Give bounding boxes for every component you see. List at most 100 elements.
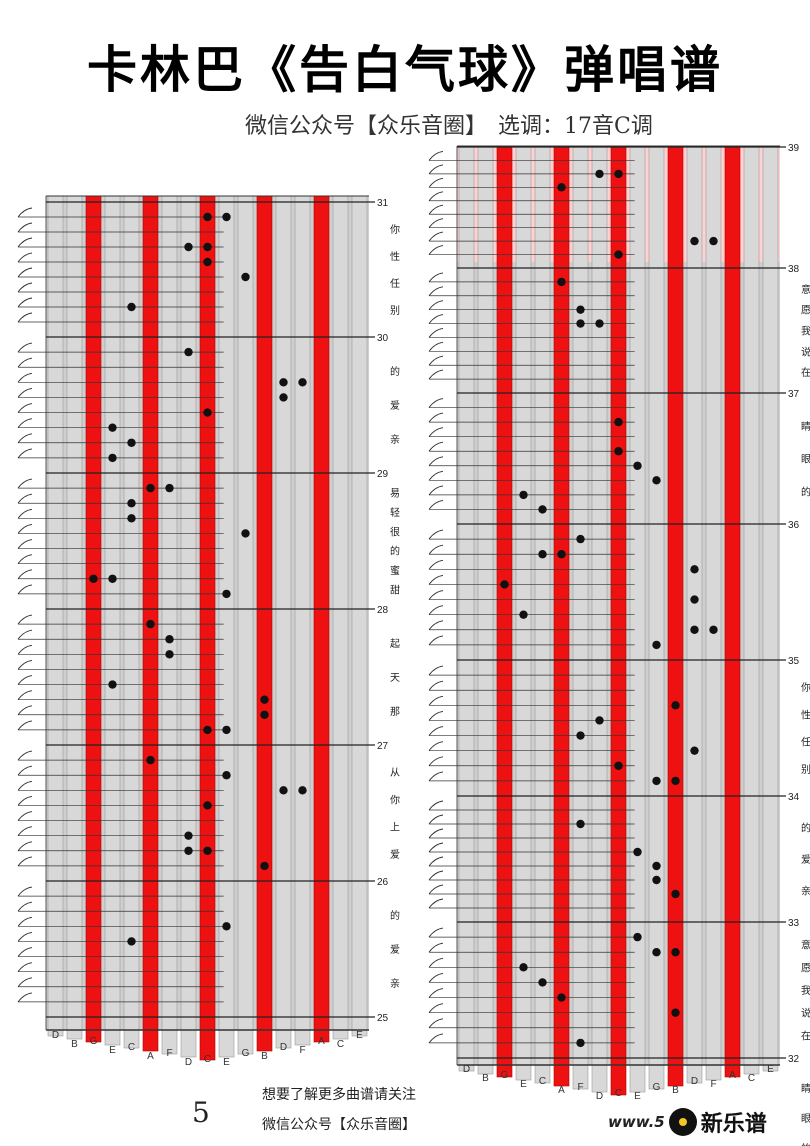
lyric-char: 我: [801, 326, 810, 338]
note-dot: [279, 378, 288, 387]
key-label-D: D: [596, 1091, 603, 1102]
note-flag: [17, 675, 33, 685]
key-label-D: D: [52, 1030, 59, 1041]
note-flag: [17, 720, 33, 731]
note-dot: [633, 461, 642, 470]
note-dot: [538, 978, 547, 987]
note-flag: [428, 245, 444, 255]
note-dot: [241, 272, 250, 282]
note-dot: [203, 242, 212, 252]
key-label-E: E: [223, 1057, 230, 1068]
tine-grey: [294, 195, 311, 1046]
lyric-char: 的: [801, 485, 810, 498]
key-label-G: G: [90, 1036, 98, 1047]
note-dot: [557, 993, 566, 1002]
note-dot: [690, 625, 699, 634]
tine-grey: [104, 195, 121, 1046]
lyric-char: 甜: [390, 584, 400, 597]
lyric-char: 的: [801, 822, 810, 835]
key-label-C: C: [539, 1076, 546, 1087]
tine-red: [667, 145, 684, 1087]
note-dot: [298, 378, 307, 387]
note-flag: [17, 705, 33, 716]
tine-grey: [629, 145, 646, 1093]
note-dot: [260, 710, 269, 719]
measure-number-36: 36: [788, 520, 800, 531]
tine-grey: [648, 145, 665, 1090]
note-dot: [222, 922, 231, 931]
note-flag: [428, 574, 444, 585]
note-flag: [428, 972, 444, 983]
measure-number-32: 32: [788, 1054, 800, 1065]
note-dot: [614, 250, 623, 259]
lyric-char: 上: [390, 822, 400, 834]
measure-number-34: 34: [788, 792, 800, 803]
note-flag: [428, 470, 444, 481]
note-flag: [17, 342, 33, 353]
note-flag: [428, 726, 444, 736]
site-url: www.5: [608, 1113, 665, 1131]
note-flag: [428, 665, 444, 676]
key-label-E: E: [109, 1045, 116, 1056]
note-flag: [428, 191, 444, 202]
lyric-char: 在: [801, 1030, 810, 1042]
lyric-char: 睛: [801, 421, 810, 433]
tine-grey: [66, 195, 83, 1040]
note-flag: [17, 856, 33, 867]
note-dot: [576, 305, 585, 314]
note-dot: [633, 847, 642, 857]
lyric-char: 那: [390, 706, 400, 718]
note-dot: [652, 476, 661, 485]
note-dot: [203, 725, 212, 735]
tine-grey: [180, 195, 197, 1058]
note-flag: [428, 441, 444, 452]
note-dot: [671, 889, 680, 899]
lyric-char: 任: [390, 277, 400, 290]
note-dot: [89, 574, 98, 583]
note-flag: [17, 569, 33, 580]
note-flag: [17, 629, 33, 640]
note-dot: [519, 610, 528, 619]
lyric-char: 性: [390, 250, 400, 263]
note-dot: [127, 937, 136, 946]
note-flag: [428, 800, 444, 811]
note-flag: [428, 341, 444, 352]
note-flag: [17, 992, 33, 1003]
note-dot: [165, 650, 174, 659]
lyric-char: 你: [801, 681, 810, 694]
lyric-char: 亲: [390, 977, 400, 990]
note-flag: [17, 237, 33, 248]
lyric-char: 你: [390, 223, 400, 236]
note-flag: [428, 884, 444, 895]
note-flag: [428, 680, 444, 691]
measure-number-27: 27: [377, 741, 389, 752]
lyric-char: 亲: [390, 433, 400, 446]
lyric-char: 的: [390, 545, 400, 558]
note-dot: [614, 417, 623, 427]
lyric-char: 在: [801, 367, 810, 379]
lyric-char: 别: [390, 305, 400, 317]
subtitle: 微信公众号【众乐音圈】 选调：17音C调: [245, 114, 653, 139]
note-flag: [428, 150, 444, 161]
note-flag: [17, 947, 33, 957]
note-flag: [17, 523, 33, 534]
lyric-char: 愿: [801, 962, 810, 974]
note-dot: [203, 212, 212, 222]
note-dot: [260, 695, 269, 704]
key-label-G: G: [242, 1048, 250, 1059]
note-flag: [17, 539, 33, 549]
tine-grey: [275, 195, 292, 1049]
note-flag: [428, 814, 444, 825]
note-flag: [428, 314, 444, 324]
note-flag: [17, 916, 33, 927]
tine-red: [256, 195, 273, 1052]
note-dot: [557, 183, 566, 192]
note-flag: [17, 418, 33, 428]
note-dot: [127, 514, 136, 523]
measure-number-31: 31: [377, 198, 389, 209]
note-dot: [671, 948, 680, 957]
key-label-B: B: [482, 1073, 489, 1084]
note-dot: [184, 831, 193, 840]
key-label-A: A: [729, 1070, 736, 1081]
lyric-char: 爱: [801, 853, 810, 866]
